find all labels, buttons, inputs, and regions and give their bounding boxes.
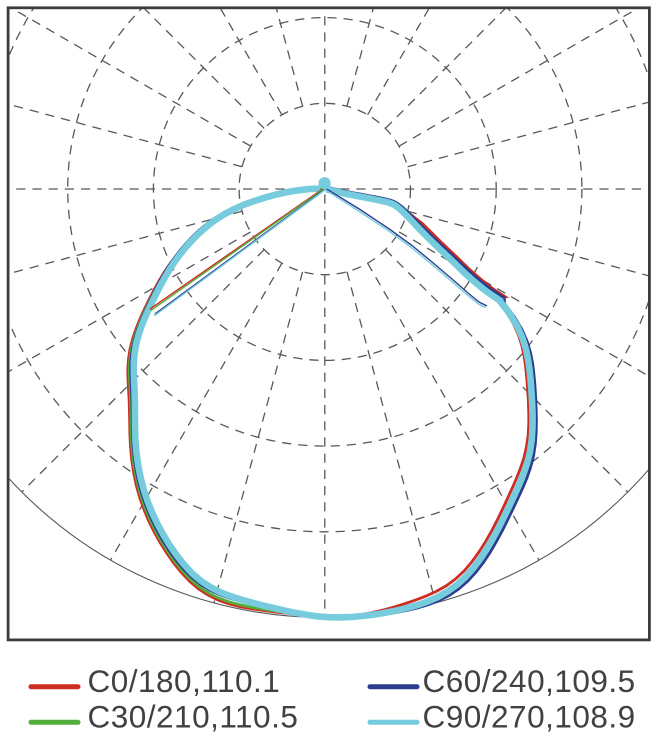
svg-text:C60/240,109.5: C60/240,109.5 [423,663,636,699]
svg-text:C90/270,108.9: C90/270,108.9 [423,699,636,735]
svg-text:C0/180,110.1: C0/180,110.1 [88,663,281,699]
svg-text:C30/210,110.5: C30/210,110.5 [88,699,299,735]
